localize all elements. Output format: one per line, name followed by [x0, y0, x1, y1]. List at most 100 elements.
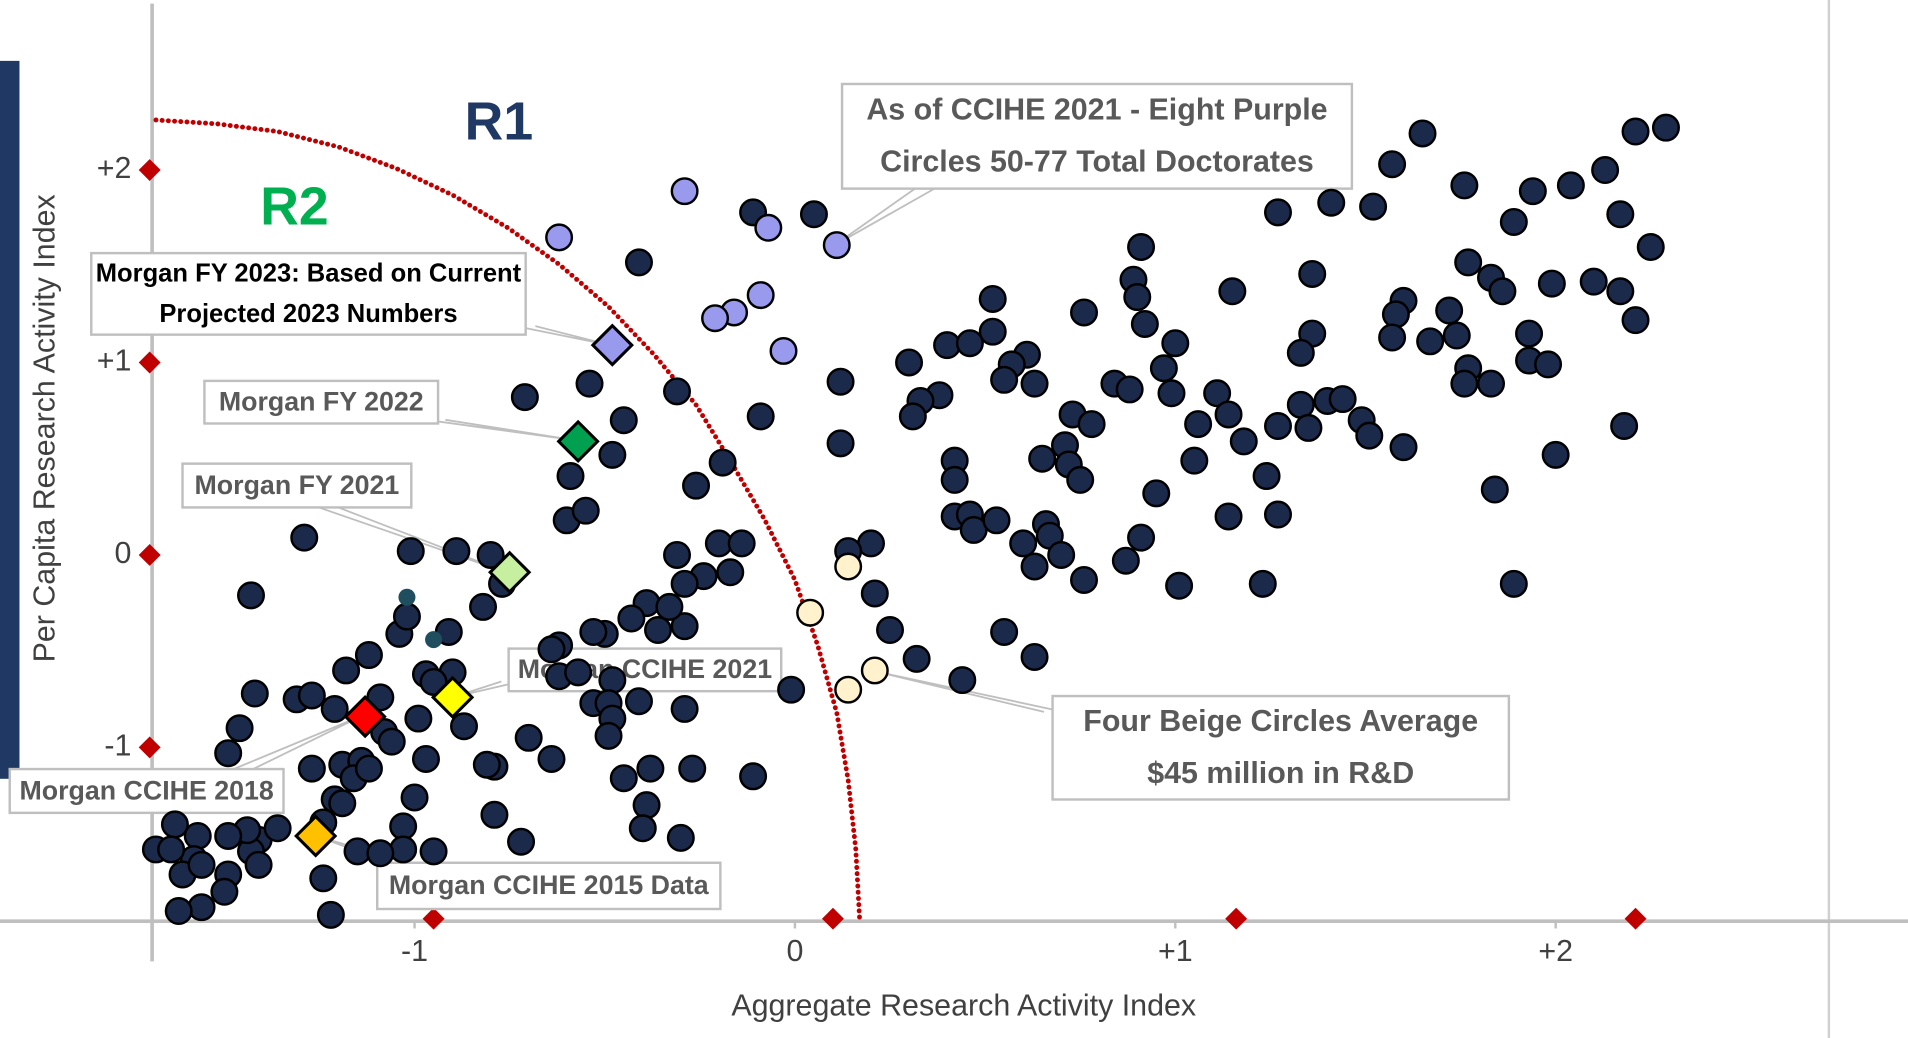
diamond-point [590, 323, 634, 367]
x-axis-title: Aggregate Research Activity Index [731, 989, 1196, 1023]
small-point [398, 588, 416, 606]
x-tick-label: 0 [786, 934, 803, 968]
point [579, 617, 608, 646]
point [244, 850, 273, 879]
point [389, 812, 418, 841]
point [978, 284, 1007, 313]
point [617, 604, 646, 633]
point [1381, 300, 1410, 329]
point [297, 681, 326, 710]
point [1115, 375, 1144, 404]
point [419, 837, 448, 866]
point [1518, 177, 1547, 206]
point [666, 823, 695, 852]
point [404, 704, 433, 733]
point [366, 683, 395, 712]
point [1541, 440, 1570, 469]
point [663, 540, 692, 569]
point [834, 552, 863, 581]
point [822, 231, 851, 260]
y-tick-marker [138, 736, 161, 759]
point [598, 666, 627, 695]
point [1248, 569, 1277, 598]
point [320, 694, 349, 723]
point [1263, 412, 1292, 440]
point [210, 877, 239, 906]
point [187, 893, 216, 922]
point [392, 602, 421, 631]
point [632, 791, 661, 820]
point [978, 317, 1007, 346]
point [594, 721, 623, 750]
point [571, 496, 600, 525]
point [826, 367, 855, 396]
point [309, 864, 338, 893]
x-tick-label: -1 [401, 934, 428, 968]
point [895, 348, 924, 377]
callout-text: Morgan FY 2023: Based on Current [96, 259, 522, 287]
point [826, 429, 855, 458]
callout-pointer [425, 418, 577, 442]
point [1157, 379, 1186, 408]
point [183, 821, 212, 850]
point [343, 837, 372, 866]
point [670, 569, 699, 598]
x-axis-marker [422, 907, 445, 930]
point [1203, 379, 1232, 408]
point [777, 675, 806, 704]
point [514, 723, 543, 752]
point [1263, 198, 1292, 227]
point [389, 835, 418, 864]
callout-text: As of CCIHE 2021 - Eight Purple [866, 92, 1327, 126]
point [263, 814, 292, 843]
point [1606, 277, 1635, 306]
point [1111, 546, 1140, 575]
diamond-point [294, 814, 338, 858]
point [1020, 369, 1049, 398]
point [624, 687, 653, 716]
point [328, 789, 357, 818]
callout-box [840, 82, 1354, 190]
point [1591, 156, 1620, 185]
point [537, 744, 566, 773]
point [1515, 319, 1544, 348]
point [1180, 446, 1209, 475]
point [1579, 267, 1608, 296]
point [609, 406, 638, 435]
point [624, 248, 653, 277]
point [1378, 150, 1407, 179]
point [472, 750, 501, 779]
point [396, 537, 425, 566]
point [160, 810, 189, 839]
point [316, 900, 345, 929]
point [332, 656, 361, 685]
point [214, 821, 243, 850]
point [1165, 571, 1194, 600]
point [769, 336, 798, 365]
point [1286, 338, 1315, 367]
point [290, 523, 319, 552]
point [1537, 269, 1566, 298]
point [1149, 354, 1178, 383]
point [556, 462, 585, 491]
point [1606, 200, 1635, 229]
point [746, 281, 775, 310]
point [1317, 188, 1346, 217]
point [940, 465, 969, 494]
point [1263, 500, 1292, 529]
point [644, 616, 672, 645]
point [510, 383, 539, 412]
point [545, 223, 574, 252]
point [982, 506, 1011, 535]
point [727, 529, 756, 558]
point [860, 579, 889, 608]
point [480, 800, 509, 829]
point [297, 754, 326, 783]
point [214, 739, 243, 768]
point [670, 694, 699, 723]
point [678, 754, 707, 783]
point [476, 540, 505, 569]
point [1480, 475, 1509, 504]
point [157, 835, 186, 864]
